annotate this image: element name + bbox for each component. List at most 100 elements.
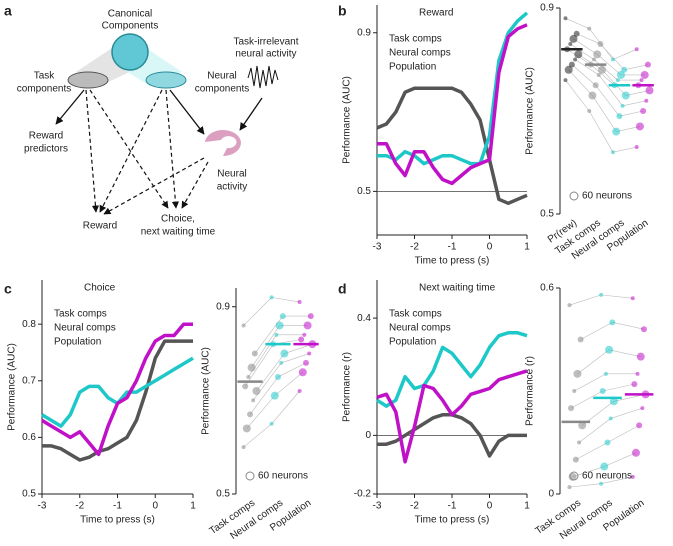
paired-line — [607, 425, 640, 443]
paired-line — [600, 43, 625, 71]
paired-line — [592, 95, 617, 132]
paired-line — [573, 38, 598, 55]
y-tick-label: -0.2 — [354, 489, 372, 500]
neuron-point — [588, 91, 597, 100]
legend-label: Task comps — [389, 34, 442, 45]
size-legend-label: 60 neurons — [258, 471, 308, 482]
paired-line — [612, 146, 637, 153]
paired-line — [612, 322, 645, 330]
diagram-label: components — [17, 84, 71, 95]
neuron-point — [274, 332, 279, 337]
x-tick-label: -2 — [75, 501, 84, 512]
diagram-label: Neural — [217, 169, 246, 180]
y-axis-label: Performance (r) — [525, 356, 536, 426]
neuron-point — [297, 300, 302, 305]
legend-label: Population — [54, 337, 101, 348]
paired-line — [277, 362, 307, 378]
legend-label: Neural comps — [389, 323, 451, 334]
neuron-point — [563, 16, 568, 21]
neuron-point — [616, 70, 625, 79]
legend-label: Task comps — [54, 309, 107, 320]
x-tick-label: 0 — [487, 501, 493, 512]
neuron-point — [270, 391, 279, 400]
paired-line — [570, 390, 603, 409]
neuron-point — [269, 295, 274, 300]
neuron-point — [604, 439, 611, 446]
neuron-point — [597, 41, 604, 48]
neuron-point — [644, 61, 651, 68]
paired-line — [616, 126, 640, 132]
neuron-point — [636, 352, 645, 361]
chart-title: Choice — [84, 283, 116, 294]
dashed-arrow — [181, 161, 209, 209]
neuron-point — [612, 127, 621, 136]
legend-label: Population — [389, 62, 436, 73]
series-line — [376, 86, 528, 206]
paired-line — [601, 476, 633, 484]
paired-line — [577, 349, 610, 375]
neuron-point — [241, 445, 246, 450]
y-tick-label: 0.5 — [357, 186, 371, 197]
paired-line — [622, 100, 647, 107]
task-ellipse — [67, 71, 109, 89]
neuron-point — [568, 42, 573, 47]
y-tick-label: 0.8 — [22, 319, 36, 330]
neuron-point — [569, 34, 578, 43]
neuron-point — [303, 321, 312, 330]
neuron-point — [574, 50, 583, 59]
neuron-point — [609, 319, 616, 326]
x-axis-label: Time to press (s) — [415, 256, 490, 267]
paired-line — [624, 64, 648, 71]
neuron-point — [644, 98, 649, 103]
y-tick-label: 0.9 — [540, 3, 554, 14]
neuron-point — [275, 373, 281, 380]
neuron-point — [252, 387, 261, 395]
panel-label: d — [338, 281, 347, 297]
neuron-point — [279, 313, 286, 320]
paired-line — [601, 294, 633, 299]
legend-label: Neural comps — [54, 323, 116, 334]
legend-label: Population — [389, 337, 436, 348]
panel-label: c — [4, 281, 12, 297]
diagram-label: predictors — [24, 144, 68, 155]
paired-line — [574, 373, 607, 392]
neuron-point — [599, 388, 606, 394]
paired-line — [565, 79, 590, 112]
arrow — [55, 89, 85, 125]
y-axis-label: Performance (AUC) — [342, 76, 353, 164]
diagram: Canonical Components Task components Neu… — [17, 9, 299, 238]
arrow — [169, 89, 205, 135]
paired-line — [580, 322, 613, 340]
dashed-arrow — [165, 89, 180, 209]
neuron-point — [242, 424, 251, 433]
diagram-label: Task-irrelevant — [233, 37, 298, 48]
x-tick-label: 0 — [487, 242, 493, 253]
neuron-point — [636, 422, 643, 429]
dashed-arrow — [103, 157, 205, 215]
paired-line — [243, 297, 272, 326]
y-axis-label: Performance (r) — [342, 352, 353, 422]
neuron-point — [275, 321, 284, 330]
paired-line — [568, 69, 593, 96]
neuron-point — [251, 350, 258, 357]
paired-line — [575, 442, 608, 460]
paired-line — [595, 85, 620, 117]
size-legend-label: 60 neurons — [582, 191, 632, 202]
paired-line — [244, 344, 274, 387]
paired-line — [571, 64, 596, 86]
diagram-label: Components — [102, 21, 159, 32]
paired-line — [578, 418, 611, 443]
neuron-point — [298, 368, 307, 377]
dashed-arrow — [99, 89, 163, 213]
legend-label: Neural comps — [389, 48, 451, 59]
diagram-label: next waiting time — [141, 227, 216, 238]
paired-line — [243, 423, 272, 448]
paired-line — [569, 294, 602, 306]
neuron-point — [307, 351, 312, 356]
neuron-point — [640, 406, 645, 411]
paired-line — [576, 33, 601, 45]
y-tick-label: 0 — [548, 489, 554, 500]
paired-line — [271, 390, 300, 424]
y-tick-label: 0.6 — [22, 432, 36, 443]
y-axis-label: Performance (AUC) — [201, 347, 212, 435]
